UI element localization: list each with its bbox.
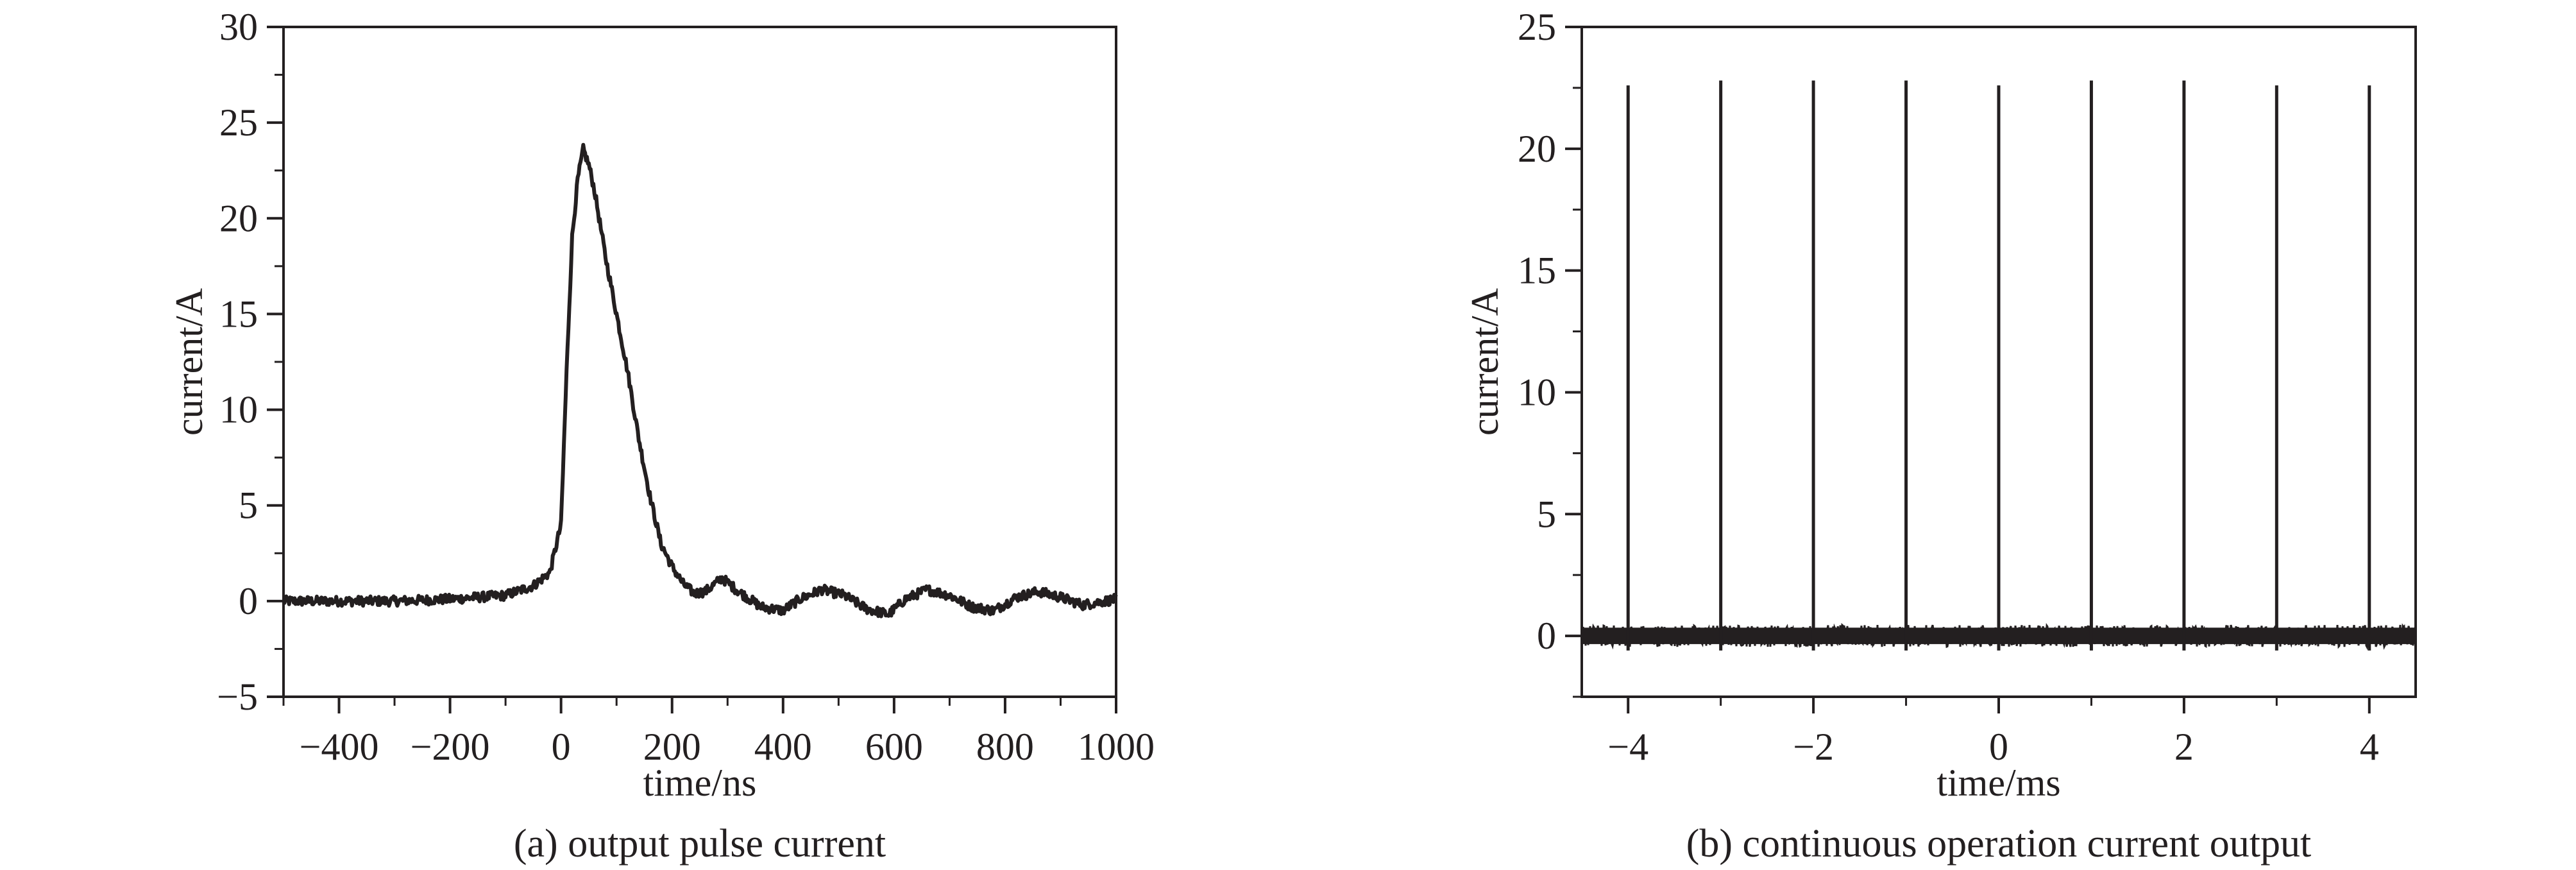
x-tick-label: −400 (300, 726, 379, 768)
y-tick-label: 5 (1537, 493, 1556, 535)
chart-a-plot-frame (282, 26, 1117, 698)
x-tick-label: −200 (411, 726, 490, 768)
y-tick-label: 5 (239, 484, 258, 527)
chart-b-x-axis-label: time/ms (1936, 762, 2060, 804)
y-tick-label: 20 (219, 197, 258, 239)
chart-b-series-group (1580, 80, 2417, 651)
x-tick-label: −2 (1793, 726, 1834, 768)
y-tick-label: 30 (219, 6, 258, 48)
chart-a-x-axis-label: time/ns (643, 762, 757, 804)
y-tick-label: 0 (239, 580, 258, 622)
chart-a-tick-labels: −400 −200 0 200 400 600 800 1000 −5 0 5 10 15 20 25 30 (217, 6, 1155, 768)
chart-b-plot-frame (1580, 26, 2417, 698)
chart-a-caption: (a) output pulse current (514, 822, 886, 866)
x-tick-label: 0 (1989, 726, 2008, 768)
x-tick-label: 4 (2360, 726, 2379, 768)
pulse-current-series-line (282, 142, 1118, 618)
chart-a-ticks (267, 26, 1117, 713)
y-tick-label: 0 (1537, 615, 1556, 657)
y-tick-label: 10 (1518, 371, 1556, 413)
x-tick-label: 200 (643, 726, 701, 768)
x-tick-label: −4 (1607, 726, 1648, 768)
y-tick-label: 25 (1518, 6, 1556, 48)
chart-b-y-axis-label: current/A (1464, 288, 1506, 436)
x-tick-label: 2 (2174, 726, 2194, 768)
chart-b-ticks (1565, 26, 2371, 713)
y-tick-label: 15 (219, 293, 258, 335)
y-tick-label: 25 (219, 101, 258, 144)
y-tick-label: −5 (217, 676, 258, 718)
chart-b-caption: (b) continuous operation current output (1686, 822, 2312, 866)
x-tick-label: 800 (976, 726, 1034, 768)
y-tick-label: 15 (1518, 250, 1556, 292)
chart-a-y-axis-label: current/A (168, 288, 210, 436)
chart-a-output-pulse-current: −400 −200 0 200 400 600 800 1000−5051015202530 … (168, 6, 1155, 866)
x-tick-label: 600 (865, 726, 923, 768)
x-tick-label: 400 (754, 726, 812, 768)
x-tick-label: 0 (552, 726, 571, 768)
chart-b-tick-labels: −4 −2 0 2 4 0 5 10 15 20 25 (1518, 6, 2379, 768)
y-tick-label: 20 (1518, 128, 1556, 170)
chart-b-continuous-operation-current: −4 −2 0 2 4 0 5 10 15 20 25 time/ms current/A (b) … (1464, 6, 2417, 866)
chart-a-series-group (282, 142, 1118, 618)
y-tick-label: 10 (219, 389, 258, 431)
x-tick-label: 1000 (1078, 726, 1155, 768)
